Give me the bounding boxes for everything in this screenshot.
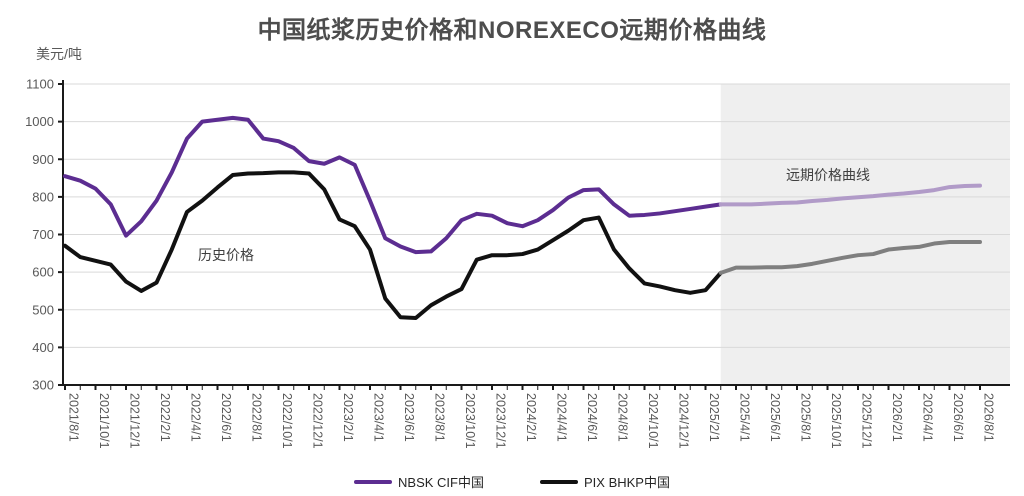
x-tick-label: 2024/8/1 bbox=[616, 393, 630, 442]
x-tick-label: 2022/6/1 bbox=[219, 393, 233, 442]
x-tick-label: 2024/10/1 bbox=[646, 393, 660, 449]
x-tick-label: 2025/4/1 bbox=[738, 393, 752, 442]
x-tick-label: 2026/6/1 bbox=[951, 393, 965, 442]
x-tick-label: 2024/2/1 bbox=[524, 393, 538, 442]
x-tick-label: 2021/12/1 bbox=[128, 393, 142, 449]
x-tick-label: 2023/10/1 bbox=[463, 393, 477, 449]
y-tick-label: 1000 bbox=[25, 114, 54, 129]
nbsk-forward-line bbox=[718, 183, 982, 207]
nbsk-line-swatch bbox=[354, 479, 393, 484]
pix-legend-label: PIX BHKP中国 bbox=[584, 475, 670, 490]
y-tick-label: 600 bbox=[32, 265, 54, 280]
legend-item-pix: PIX BHKP中国 bbox=[540, 472, 670, 491]
y-axis-unit-label: 美元/吨 bbox=[36, 46, 82, 62]
x-tick-label: 2022/8/1 bbox=[250, 393, 264, 442]
x-tick-label: 2022/2/1 bbox=[158, 393, 172, 442]
x-tick-label: 2026/4/1 bbox=[921, 393, 935, 442]
x-tick-label: 2022/12/1 bbox=[311, 393, 325, 449]
x-tick-label: 2023/6/1 bbox=[402, 393, 416, 442]
x-tick-label: 2023/8/1 bbox=[433, 393, 447, 442]
history-price-annotation: 历史价格 bbox=[198, 247, 254, 263]
y-tick-label: 900 bbox=[32, 152, 54, 167]
pix-forward-line bbox=[718, 240, 982, 275]
x-tick-label: 2024/12/1 bbox=[677, 393, 691, 449]
x-tick-label: 2025/8/1 bbox=[799, 393, 813, 442]
x-tick-label: 2025/12/1 bbox=[860, 393, 874, 449]
nbsk-history-line bbox=[63, 115, 723, 255]
y-tick-label: 500 bbox=[32, 302, 54, 317]
y-tick-label: 400 bbox=[32, 340, 54, 355]
x-tick-label: 2023/2/1 bbox=[341, 393, 355, 442]
pix-history-line bbox=[63, 170, 723, 321]
x-tick-label: 2025/6/1 bbox=[768, 393, 782, 442]
y-tick-label: 1100 bbox=[26, 77, 54, 92]
x-tick-label: 2022/10/1 bbox=[280, 393, 294, 449]
pix-line-swatch bbox=[540, 479, 578, 484]
x-tick-label: 2025/10/1 bbox=[829, 393, 843, 449]
legend-item-nbsk: NBSK CIF中国 bbox=[354, 472, 484, 491]
x-tick-label: 2023/12/1 bbox=[494, 393, 508, 449]
chart-title: 中国纸浆历史价格和NOREXECO远期价格曲线 bbox=[257, 17, 767, 44]
forward-price-curve-annotation: 远期价格曲线 bbox=[786, 167, 870, 183]
chart-legend: NBSK CIF中国 PIX BHKP中国 bbox=[0, 472, 1024, 491]
x-tick-label: 2026/2/1 bbox=[890, 393, 904, 442]
x-tick-label: 2021/10/1 bbox=[97, 393, 111, 449]
nbsk-legend-label: NBSK CIF中国 bbox=[398, 475, 484, 490]
x-tick-label: 2026/8/1 bbox=[982, 393, 996, 442]
x-tick-label: 2023/4/1 bbox=[372, 393, 386, 442]
x-tick-label: 2021/8/1 bbox=[67, 393, 81, 442]
y-tick-label: 300 bbox=[32, 378, 54, 393]
x-tick-label: 2024/4/1 bbox=[555, 393, 569, 442]
x-tick-label: 2025/2/1 bbox=[707, 393, 721, 442]
x-tick-label: 2022/4/1 bbox=[189, 393, 203, 442]
y-tick-label: 800 bbox=[32, 189, 54, 204]
x-tick-label: 2024/6/1 bbox=[585, 393, 599, 442]
y-tick-label: 700 bbox=[32, 227, 54, 242]
